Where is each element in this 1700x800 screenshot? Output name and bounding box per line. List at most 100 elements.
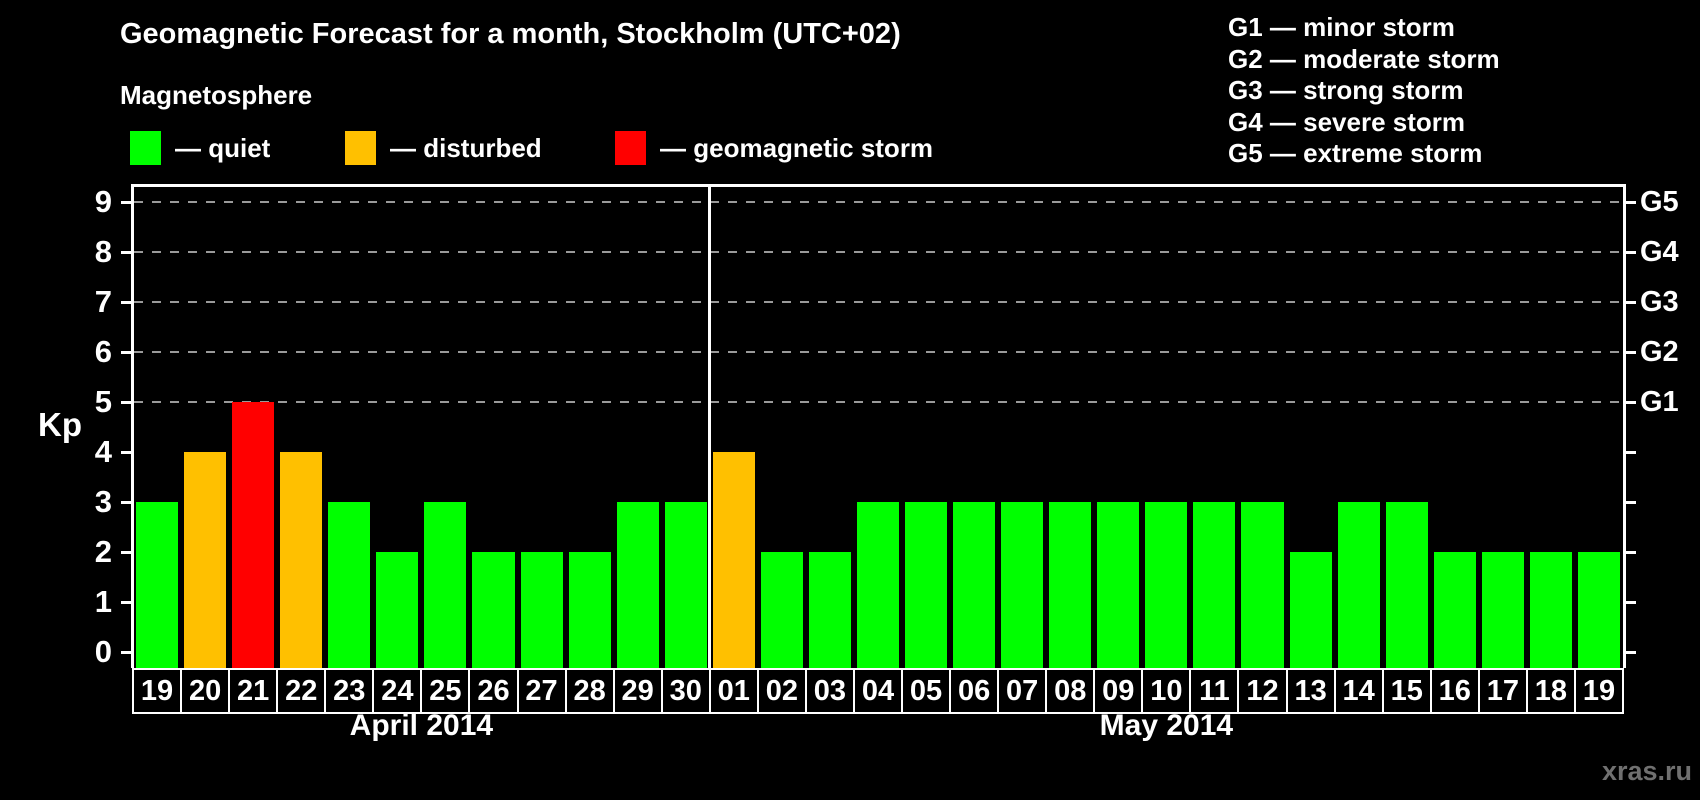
chart-title: Geomagnetic Forecast for a month, Stockh… (120, 18, 901, 50)
kp-bar (1289, 552, 1332, 668)
kp-bar (472, 552, 515, 668)
kp-bar (328, 502, 371, 668)
y-axis-tick-left (121, 500, 131, 504)
date-cell: 09 (1093, 668, 1144, 714)
y-axis-tick-label: 4 (94, 434, 112, 469)
gridline (134, 301, 1623, 303)
date-cell: 30 (660, 668, 711, 714)
g-level-label: G3 (1640, 286, 1679, 318)
date-cell: 15 (1381, 668, 1432, 714)
kp-bar (280, 452, 323, 668)
kp-bar (1097, 502, 1140, 668)
date-cell: 11 (1189, 668, 1240, 714)
kp-bar (616, 502, 659, 668)
plot-top-border (131, 184, 1626, 187)
kp-bar (1193, 502, 1236, 668)
y-axis-tick-left (121, 550, 131, 554)
date-cell: 07 (997, 668, 1048, 714)
kp-bar (424, 502, 467, 668)
y-axis-tick-label: 2 (94, 534, 112, 569)
legend-item-quiet: — quiet (130, 131, 270, 165)
y-axis-tick-label: 3 (94, 484, 112, 519)
date-cell: 19 (132, 668, 183, 714)
kp-bar (1529, 552, 1572, 668)
y-axis-tick-right (1626, 200, 1636, 204)
kp-bar (1049, 502, 1092, 668)
y-axis-tick-right (1626, 550, 1636, 554)
y-axis-tick-right (1626, 650, 1636, 654)
kp-bar (1577, 552, 1620, 668)
date-cell: 21 (228, 668, 279, 714)
g-scale-legend: G1 — minor storm G2 — moderate storm G3 … (1228, 12, 1500, 170)
date-cell: 25 (420, 668, 471, 714)
legend-item-disturbed: — disturbed (345, 131, 542, 165)
date-cell: 19 (1573, 668, 1624, 714)
kp-bar (712, 452, 755, 668)
date-cell: 22 (276, 668, 327, 714)
g-level-label: G4 (1640, 236, 1679, 268)
date-cell: 02 (756, 668, 807, 714)
y-axis-tick-right (1626, 450, 1636, 454)
y-axis-tick-left (121, 200, 131, 204)
date-cell: 26 (468, 668, 519, 714)
kp-bar (1001, 502, 1044, 668)
date-cell: 20 (180, 668, 231, 714)
legend-heading: Magnetosphere (120, 80, 313, 110)
kp-bar (1385, 502, 1428, 668)
y-axis-tick-right (1626, 400, 1636, 404)
y-axis-tick-label: 1 (94, 584, 112, 619)
y-axis-tick-left (121, 600, 131, 604)
g-legend-line-g5: G5 — extreme storm (1228, 138, 1483, 169)
date-cell: 23 (324, 668, 375, 714)
y-axis-left-line (131, 184, 134, 668)
kp-bar (1145, 502, 1188, 668)
y-axis-tick-label: 7 (94, 284, 112, 319)
y-axis-tick-right (1626, 500, 1636, 504)
kp-bar (1337, 502, 1380, 668)
date-cell: 17 (1477, 668, 1528, 714)
date-cell: 13 (1285, 668, 1336, 714)
kp-bar (905, 502, 948, 668)
date-cell: 18 (1525, 668, 1576, 714)
g-legend-line-g4: G4 — severe storm (1228, 106, 1466, 137)
kp-bar (1241, 502, 1284, 668)
watermark-xras: xras.ru (1601, 756, 1692, 786)
kp-axis-label: Kp (38, 406, 82, 443)
date-cell: 08 (1045, 668, 1096, 714)
y-axis-right-line (1623, 184, 1626, 668)
gridline (134, 351, 1623, 353)
date-cell: 06 (949, 668, 1000, 714)
y-axis-tick-right (1626, 350, 1636, 354)
date-cell: 12 (1237, 668, 1288, 714)
date-cell: 01 (708, 668, 759, 714)
y-axis-tick-label: 8 (94, 234, 112, 269)
date-cell: 28 (564, 668, 615, 714)
kp-bar (664, 502, 707, 668)
kp-bar (136, 502, 179, 668)
date-cell: 03 (804, 668, 855, 714)
date-cell: 29 (612, 668, 663, 714)
date-cell: 27 (516, 668, 567, 714)
y-axis-tick-left (121, 350, 131, 354)
legend-label-quiet: — quiet (175, 132, 271, 163)
y-axis-tick-left (121, 300, 131, 304)
kp-bar (808, 552, 851, 668)
g-legend-line-g1: G1 — minor storm (1228, 12, 1455, 42)
kp-bar (760, 552, 803, 668)
kp-bar (520, 552, 563, 668)
date-cell: 14 (1333, 668, 1384, 714)
kp-bar (856, 502, 900, 668)
g-legend-line-g2: G2 — moderate storm (1228, 43, 1500, 74)
kp-bar (1433, 552, 1476, 668)
date-cell: 10 (1141, 668, 1192, 714)
g-level-label: G2 (1640, 336, 1679, 368)
quiet-swatch-icon (130, 131, 161, 165)
y-axis-tick-label: 5 (94, 384, 112, 419)
kp-bar (376, 552, 419, 668)
y-axis-tick-right (1626, 300, 1636, 304)
month-divider-line (708, 187, 712, 668)
y-axis-tick-label: 6 (94, 334, 112, 369)
date-cell: 16 (1429, 668, 1480, 714)
legend-label-disturbed: — disturbed (390, 132, 542, 163)
kp-bar (232, 402, 275, 668)
